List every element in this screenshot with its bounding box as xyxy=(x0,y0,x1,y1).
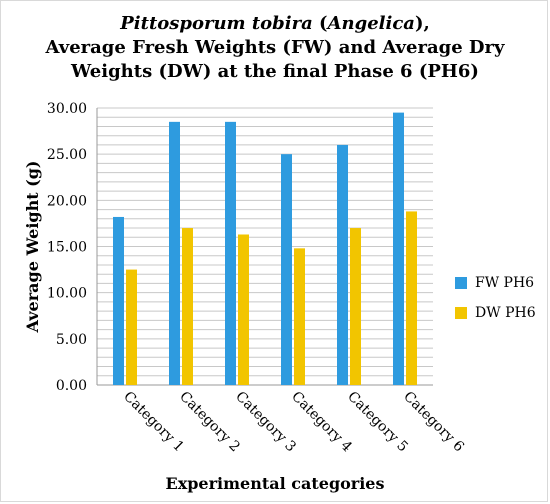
title-paren-open: ( xyxy=(312,13,328,34)
bar-dw xyxy=(238,234,249,385)
bar-dw xyxy=(182,228,193,385)
bar-fw xyxy=(169,121,180,385)
bar-fw xyxy=(281,154,292,385)
y-tick-label: 30.00 xyxy=(47,101,87,117)
y-tick-label: 10.00 xyxy=(47,286,87,302)
legend-swatch-dw xyxy=(455,307,467,319)
legend: FW PH6 DW PH6 xyxy=(455,272,536,332)
chart-title: Pittosporum tobira (Angelica), Average F… xyxy=(0,12,550,84)
bar-fw xyxy=(337,144,348,385)
legend-label-fw: FW PH6 xyxy=(475,275,535,291)
bar-dw xyxy=(350,228,361,385)
bar-dw xyxy=(126,269,137,385)
bar-fw xyxy=(393,112,404,385)
y-tick-label: 5.00 xyxy=(56,332,87,348)
x-tick-label: Category 6 xyxy=(400,389,467,456)
title-species: Pittosporum tobira xyxy=(120,13,313,34)
legend-swatch-fw xyxy=(455,277,467,289)
y-tick-label: 15.00 xyxy=(47,240,87,256)
y-axis-title: Average Weight (g) xyxy=(23,160,42,333)
title-line-2: Average Fresh Weights (FW) and Average D… xyxy=(45,37,505,58)
legend-item-dw: DW PH6 xyxy=(455,302,536,324)
y-tick-label: 20.00 xyxy=(47,193,87,209)
title-line-3: Weights (DW) at the final Phase 6 (PH6) xyxy=(71,61,479,82)
legend-item-fw: FW PH6 xyxy=(455,272,536,294)
x-axis-title: Experimental categories xyxy=(166,474,385,493)
y-tick-label: 0.00 xyxy=(56,378,87,394)
title-line-1: Pittosporum tobira (Angelica), xyxy=(0,12,550,36)
bar-dw xyxy=(294,248,305,385)
legend-label-dw: DW PH6 xyxy=(475,305,536,321)
bar-fw xyxy=(225,121,236,385)
title-paren-close: ), xyxy=(414,13,430,34)
y-tick-label: 25.00 xyxy=(47,147,87,163)
title-cultivar: Angelica xyxy=(327,13,415,34)
bar-fw xyxy=(113,216,124,385)
bar-dw xyxy=(406,211,417,385)
